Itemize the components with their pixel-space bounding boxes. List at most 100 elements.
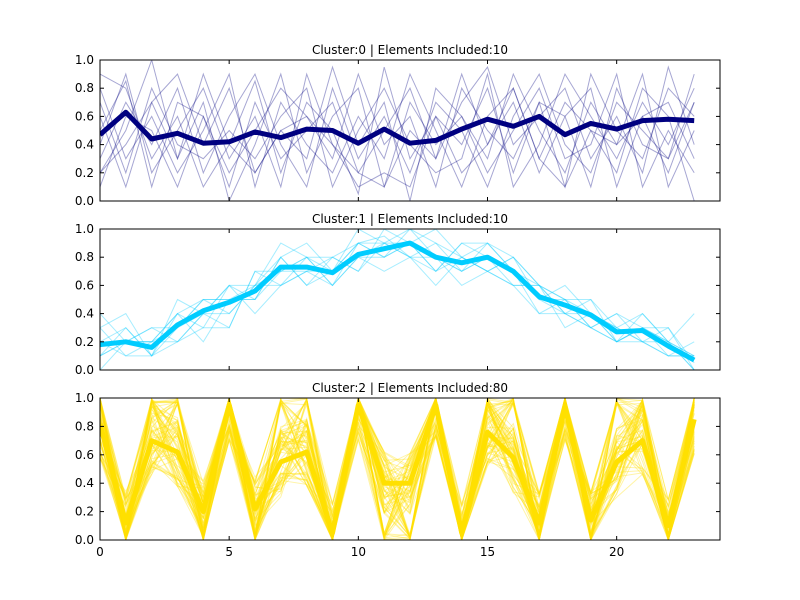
member-line — [100, 398, 695, 540]
panel-title: Cluster:2 | Elements Included:80 — [312, 381, 508, 395]
member-line — [100, 65, 695, 201]
plot-area — [100, 398, 697, 540]
panel-title: Cluster:0 | Elements Included:10 — [312, 43, 508, 57]
y-tick-label: 0.4 — [75, 476, 94, 490]
y-tick-label: 1.0 — [75, 391, 94, 405]
member-line — [100, 398, 695, 540]
member-line — [100, 398, 695, 540]
member-line — [100, 398, 695, 540]
member-line — [100, 60, 695, 201]
member-line — [100, 398, 695, 540]
plot-area — [100, 60, 695, 201]
member-line — [100, 399, 695, 540]
member-line — [100, 398, 695, 536]
y-tick-label: 0.6 — [75, 278, 94, 292]
member-line — [100, 398, 695, 540]
member-line — [100, 398, 695, 540]
y-tick-label: 0.2 — [75, 166, 94, 180]
y-tick-label: 0.0 — [75, 194, 94, 208]
centroid-line — [100, 402, 697, 536]
y-tick-label: 0.0 — [75, 533, 94, 547]
member-line — [100, 398, 695, 540]
member-line — [100, 398, 695, 540]
member-line — [100, 398, 695, 540]
member-line — [100, 398, 695, 540]
member-line — [100, 398, 695, 540]
member-line — [100, 229, 695, 364]
member-line — [100, 398, 695, 540]
member-line — [100, 398, 695, 540]
member-line — [100, 72, 695, 189]
member-line — [100, 398, 695, 540]
member-line — [100, 398, 695, 540]
member-line — [100, 66, 695, 196]
member-line — [100, 398, 695, 540]
member-line — [100, 72, 695, 188]
member-line — [100, 242, 695, 370]
member-line — [100, 235, 695, 370]
member-line — [100, 65, 695, 189]
plot-area — [100, 229, 696, 370]
x-tick-label: 15 — [480, 545, 495, 559]
member-line — [100, 398, 695, 538]
member-line — [100, 72, 695, 189]
member-line — [100, 256, 695, 357]
member-line — [100, 398, 695, 540]
y-tick-label: 0.6 — [75, 448, 94, 462]
member-line — [100, 398, 695, 540]
member-line — [100, 399, 695, 540]
member-line — [100, 398, 695, 540]
member-line — [100, 229, 695, 370]
member-line — [100, 398, 695, 540]
member-line — [100, 72, 695, 189]
member-line — [100, 398, 695, 540]
x-tick-label: 0 — [96, 545, 104, 559]
cluster-panel-0: 0.0 0.2 0.4 0.6 0.8 1.0 Cluster:0 | Elements I… — [75, 43, 721, 208]
x-tick-label: 5 — [225, 545, 233, 559]
member-line — [100, 398, 695, 539]
member-line — [100, 398, 695, 540]
panel-title: Cluster:1 | Elements Included:10 — [312, 212, 508, 226]
member-line — [100, 400, 695, 540]
member-line — [100, 398, 695, 540]
cluster-panel-1: 0.0 0.2 0.4 0.6 0.8 1.0 Cluster:1 | Elements I… — [75, 212, 721, 377]
member-line — [100, 398, 695, 540]
y-tick-label: 0.2 — [75, 335, 94, 349]
member-line — [100, 398, 695, 538]
y-tick-label: 0.4 — [75, 138, 94, 152]
member-line — [100, 398, 695, 540]
member-line — [100, 398, 695, 540]
y-tick-label: 1.0 — [75, 222, 94, 236]
member-line — [100, 398, 695, 540]
y-tick-label: 0.8 — [75, 419, 94, 433]
member-line — [100, 398, 695, 540]
member-line — [100, 399, 695, 540]
y-tick-label: 0.2 — [75, 505, 94, 519]
axes-frame — [99, 228, 721, 371]
member-line — [100, 398, 695, 540]
y-tick-label: 0.0 — [75, 363, 94, 377]
centroid-line — [100, 109, 695, 146]
member-line — [100, 398, 695, 540]
axes-frame — [99, 397, 721, 541]
y-tick-label: 1.0 — [75, 53, 94, 67]
member-line — [100, 398, 695, 540]
cluster-panel-2: 0.0 0.2 0.4 0.6 0.8 1.0 0 5 10 15 20 Cluster:2 | El… — [75, 381, 721, 559]
y-tick-label: 0.8 — [75, 250, 94, 264]
member-line — [100, 398, 695, 540]
axes-frame — [99, 59, 721, 202]
y-tick-label: 0.4 — [75, 307, 94, 321]
member-line — [100, 242, 695, 357]
x-tick-label: 20 — [609, 545, 624, 559]
member-line — [100, 398, 695, 540]
y-tick-label: 0.6 — [75, 109, 94, 123]
member-line — [100, 398, 695, 539]
y-tick-label: 0.8 — [75, 81, 94, 95]
member-line — [100, 398, 695, 540]
member-line — [100, 242, 695, 370]
member-line — [100, 398, 695, 540]
member-line — [100, 72, 695, 201]
member-line — [100, 398, 695, 540]
member-line — [100, 398, 695, 540]
